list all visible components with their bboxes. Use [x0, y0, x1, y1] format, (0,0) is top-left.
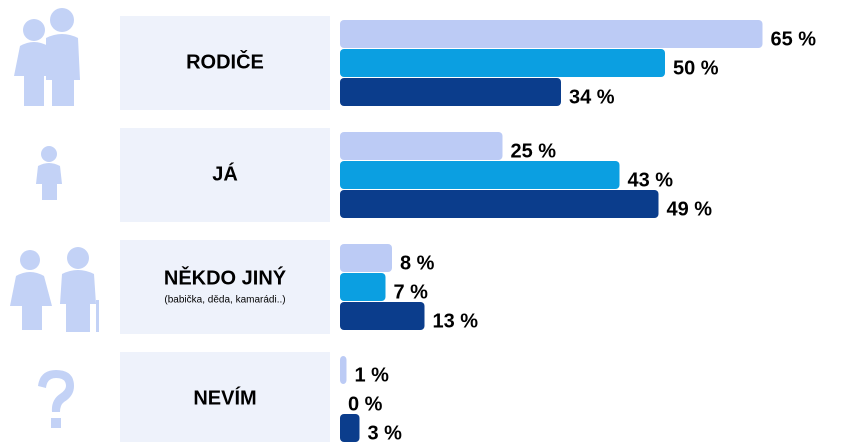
icon-child — [36, 146, 62, 200]
value-label: 25 % — [511, 140, 557, 162]
category-panel — [120, 16, 330, 110]
bar — [340, 273, 386, 301]
bar — [340, 20, 763, 48]
bar — [340, 414, 360, 442]
category-label: NEVÍM — [193, 386, 256, 409]
value-label: 1 % — [355, 364, 390, 386]
bar — [340, 302, 425, 330]
bar — [340, 190, 659, 218]
value-label: 49 % — [667, 198, 713, 220]
value-label: 3 % — [368, 422, 403, 442]
bar — [340, 161, 620, 189]
bar — [340, 49, 665, 77]
category-panel — [120, 128, 330, 222]
value-label: 13 % — [433, 310, 479, 332]
value-label: 7 % — [394, 281, 429, 303]
icon-parents — [14, 8, 80, 106]
category-label: RODIČE — [186, 49, 264, 73]
value-label: 8 % — [400, 252, 435, 274]
category-note: (babička, děda, kamarádi..) — [164, 295, 285, 306]
bar — [340, 132, 503, 160]
bar — [340, 356, 347, 384]
category-panel — [120, 240, 330, 334]
value-label: 65 % — [771, 28, 817, 50]
bar — [340, 78, 561, 106]
value-label: 43 % — [628, 169, 674, 191]
value-label: 50 % — [673, 57, 719, 79]
value-label: 0 % — [348, 393, 383, 415]
category-panel — [120, 352, 330, 442]
icon-question — [38, 370, 74, 428]
value-label: 34 % — [569, 86, 615, 108]
category-label: JÁ — [212, 162, 238, 185]
icon-grandparents — [10, 247, 99, 332]
category-label: NĚKDO JINÝ — [164, 265, 287, 289]
bar — [340, 244, 392, 272]
